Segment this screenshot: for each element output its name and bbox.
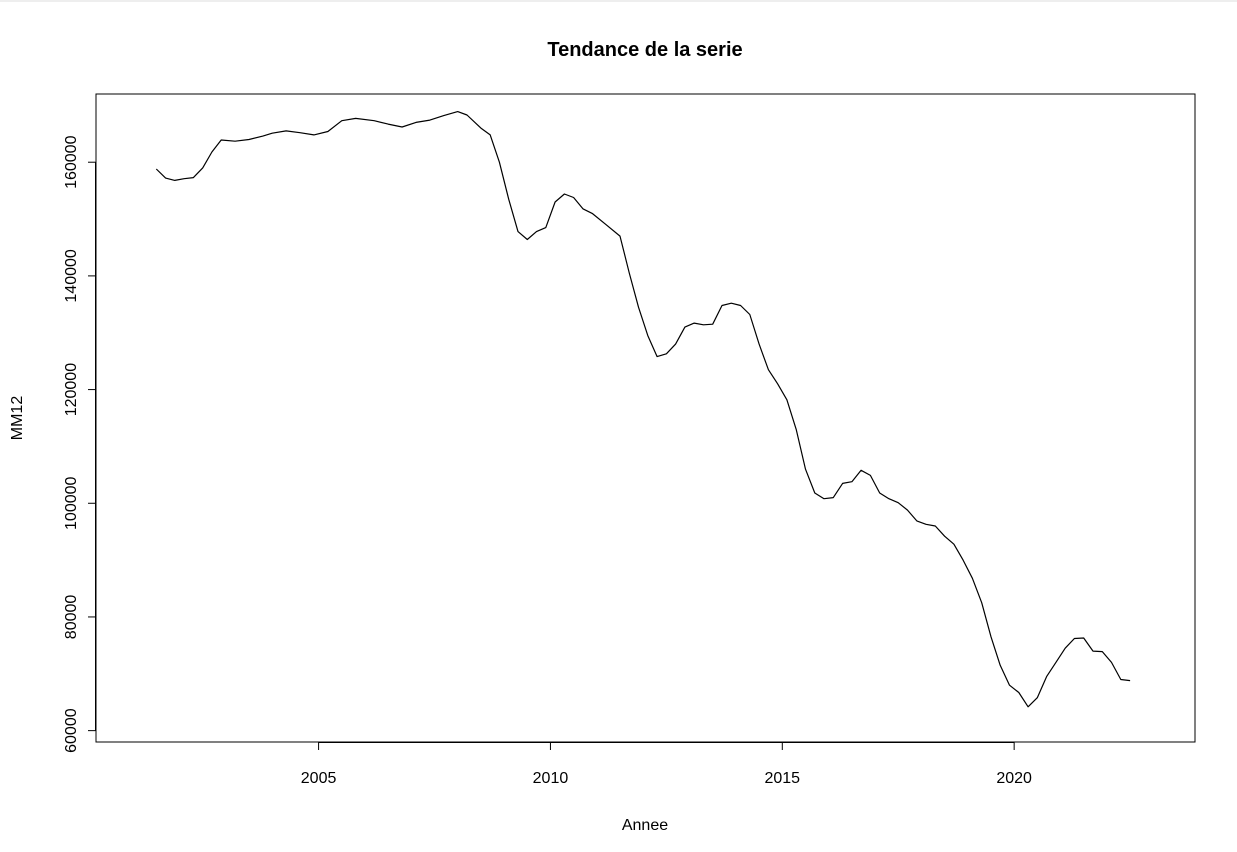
y-axis: 60000 80000 100000 120000 140000 160000	[63, 135, 96, 753]
x-tick-label: 2010	[533, 770, 569, 787]
y-tick-label: 140000	[63, 249, 80, 302]
y-tick-label: 100000	[63, 476, 80, 529]
top-border	[0, 0, 1237, 2]
y-tick-label: 80000	[63, 595, 80, 640]
y-tick-label: 160000	[63, 135, 80, 188]
y-tick-label: 120000	[63, 363, 80, 416]
chart-title: Tendance de la serie	[547, 39, 742, 61]
y-tick-label: 60000	[63, 708, 80, 753]
x-tick-label: 2020	[996, 770, 1032, 787]
x-tick-label: 2015	[764, 770, 800, 787]
plot-frame	[95, 93, 1196, 743]
x-tick-label: 2005	[301, 770, 337, 787]
series-line	[155, 110, 1131, 708]
x-axis: 2005 2010 2015 2020	[301, 742, 1032, 787]
x-axis-label: Annee	[622, 817, 668, 834]
series-group	[155, 110, 1131, 708]
y-axis-label: MM12	[9, 396, 26, 441]
